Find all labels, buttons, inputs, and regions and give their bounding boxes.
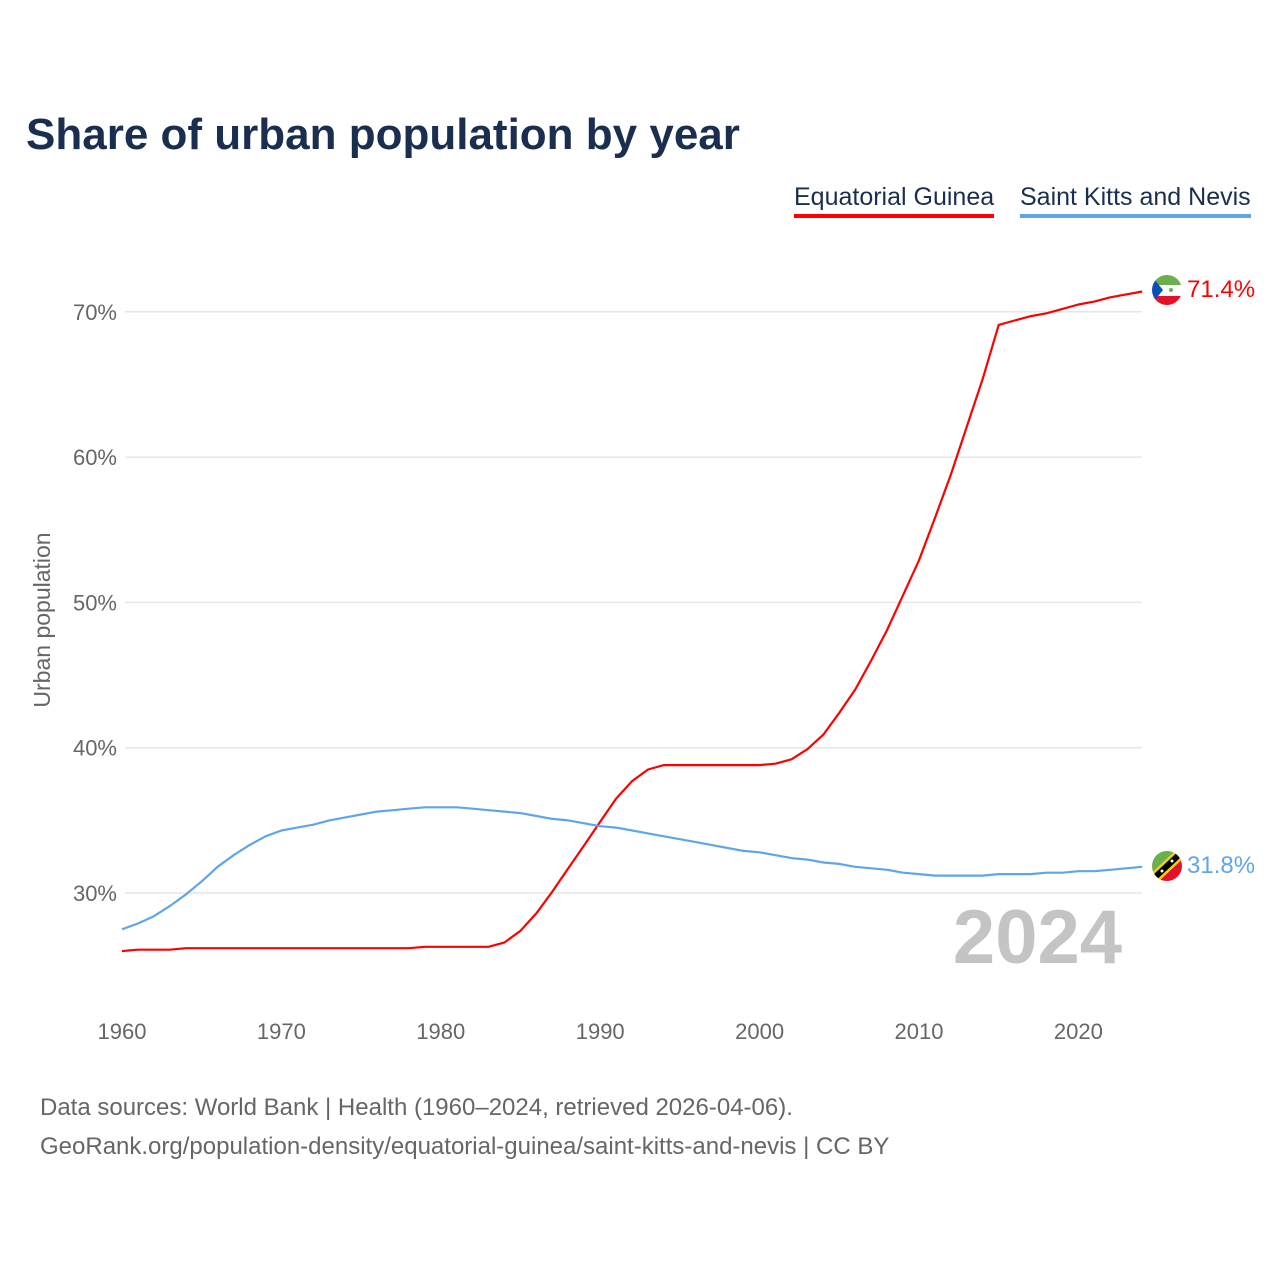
chart-title: Share of urban population by year: [26, 110, 740, 159]
y-tick-label: 60%: [73, 445, 117, 470]
legend-item-saint-kitts-and-nevis[interactable]: Saint Kitts and Nevis: [1020, 183, 1251, 218]
y-axis-label: Urban population: [29, 532, 55, 707]
y-tick-label: 50%: [73, 590, 117, 615]
end-label-saint-kitts-and-nevis: 31.8%: [1187, 852, 1255, 879]
series-line-equatorial-guinea: [121, 290, 1143, 953]
x-tick-label: 2020: [1054, 1019, 1103, 1044]
year-watermark: 2024: [953, 895, 1122, 980]
y-tick-label: 30%: [73, 881, 117, 906]
source-link[interactable]: GeoRank.org/population-density/equatoria…: [40, 1133, 890, 1160]
x-tick-label: 1960: [98, 1019, 147, 1044]
y-tick-label: 70%: [73, 300, 117, 325]
saint-kitts-and-nevis-flag-icon: [1152, 851, 1182, 881]
end-label-equatorial-guinea: 71.4%: [1187, 276, 1255, 303]
series-line-saint-kitts-and-nevis: [121, 806, 1143, 931]
legend-item-equatorial-guinea[interactable]: Equatorial Guinea: [794, 183, 995, 218]
x-tick-label: 2010: [895, 1019, 944, 1044]
x-tick-label: 1980: [416, 1019, 465, 1044]
equatorial-guinea-flag-icon: [1152, 275, 1182, 305]
x-tick-label: 2000: [735, 1019, 784, 1044]
x-tick-label: 1990: [576, 1019, 625, 1044]
y-tick-label: 40%: [73, 736, 117, 761]
source-footer: Data sources: World Bank | Health (1960–…: [40, 1088, 889, 1166]
source-line: Data sources: World Bank | Health (1960–…: [40, 1094, 793, 1121]
x-tick-label: 1970: [257, 1019, 306, 1044]
